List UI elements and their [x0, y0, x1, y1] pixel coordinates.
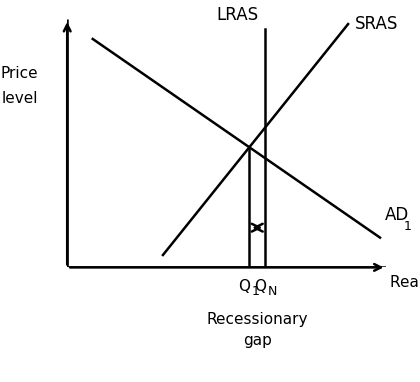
Text: AD: AD [385, 206, 409, 224]
Text: 1: 1 [252, 285, 260, 298]
Text: N: N [268, 285, 277, 298]
Text: LRAS: LRAS [217, 6, 259, 24]
Text: 1: 1 [404, 220, 412, 233]
Text: SRAS: SRAS [354, 15, 398, 33]
Text: Q: Q [239, 278, 251, 294]
Text: gap: gap [243, 333, 272, 348]
Text: level: level [2, 91, 39, 106]
Text: Q: Q [255, 278, 266, 294]
Text: Price: Price [1, 66, 39, 81]
Text: Real GDP: Real GDP [390, 275, 420, 290]
Text: Recessionary: Recessionary [207, 312, 308, 327]
